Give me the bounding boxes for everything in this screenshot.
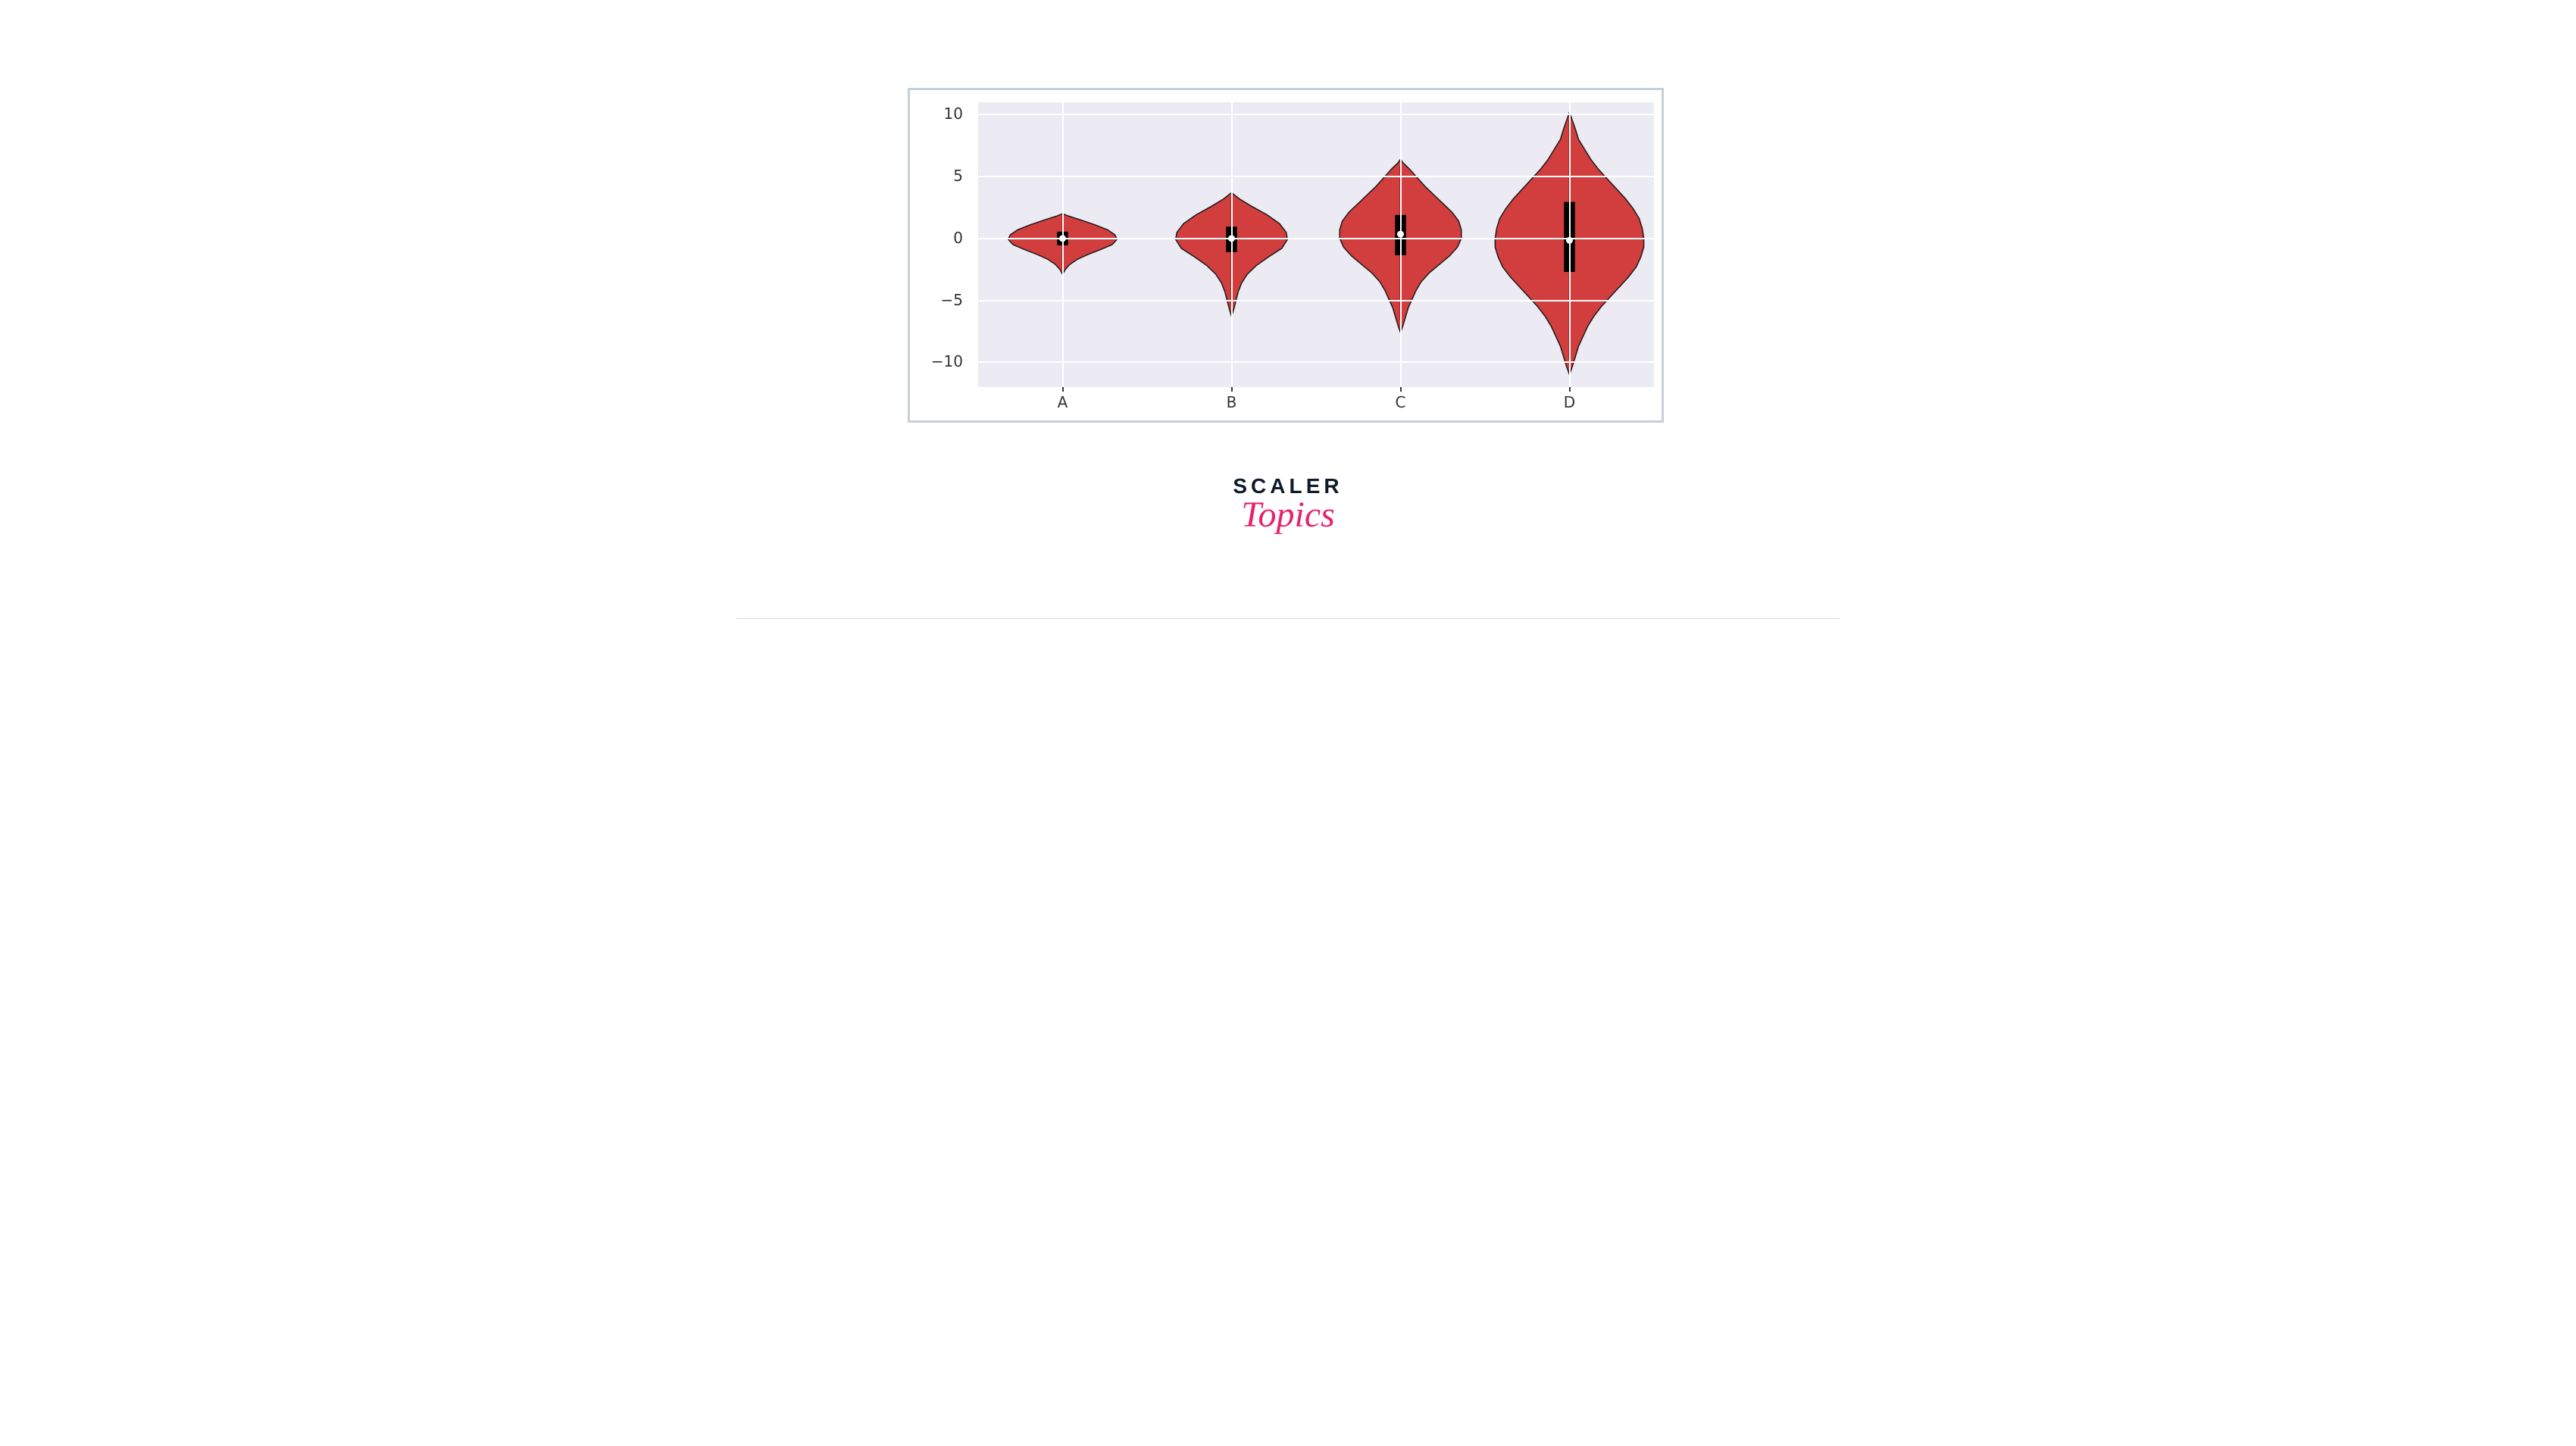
plot-area	[978, 102, 1654, 387]
y-tick-label: −5	[941, 291, 963, 309]
x-tick-label: B	[1217, 393, 1247, 411]
gridline-vertical	[1231, 102, 1233, 387]
gridline-horizontal	[978, 238, 1654, 239]
x-tick-label: D	[1555, 393, 1585, 411]
y-tick-label: 0	[953, 229, 963, 247]
brand-logo: SCALER Topics	[1206, 474, 1370, 536]
x-tick-label: A	[1048, 393, 1078, 411]
gridline-horizontal	[978, 300, 1654, 301]
logo-text-bottom: Topics	[1206, 494, 1370, 536]
x-tick-mark	[1400, 387, 1402, 392]
y-tick-label: 5	[953, 167, 963, 185]
gridline-vertical	[1569, 102, 1571, 387]
x-tick-mark	[1062, 387, 1064, 392]
y-tick-label: −10	[931, 352, 963, 370]
y-tick-label: 10	[944, 105, 963, 123]
chart-frame: −10 −5 0 5 10 A B C D	[908, 88, 1664, 423]
x-tick-label: C	[1386, 393, 1416, 411]
x-tick-mark	[1231, 387, 1233, 392]
page-canvas: −10 −5 0 5 10 A B C D SCALER Topics	[736, 0, 1840, 619]
violin-plot-svg	[978, 102, 1654, 387]
gridline-vertical	[1062, 102, 1064, 387]
gridline-horizontal	[978, 361, 1654, 363]
x-tick-mark	[1569, 387, 1571, 392]
gridline-horizontal	[978, 114, 1654, 115]
gridline-vertical	[1400, 102, 1402, 387]
gridline-horizontal	[978, 176, 1654, 177]
